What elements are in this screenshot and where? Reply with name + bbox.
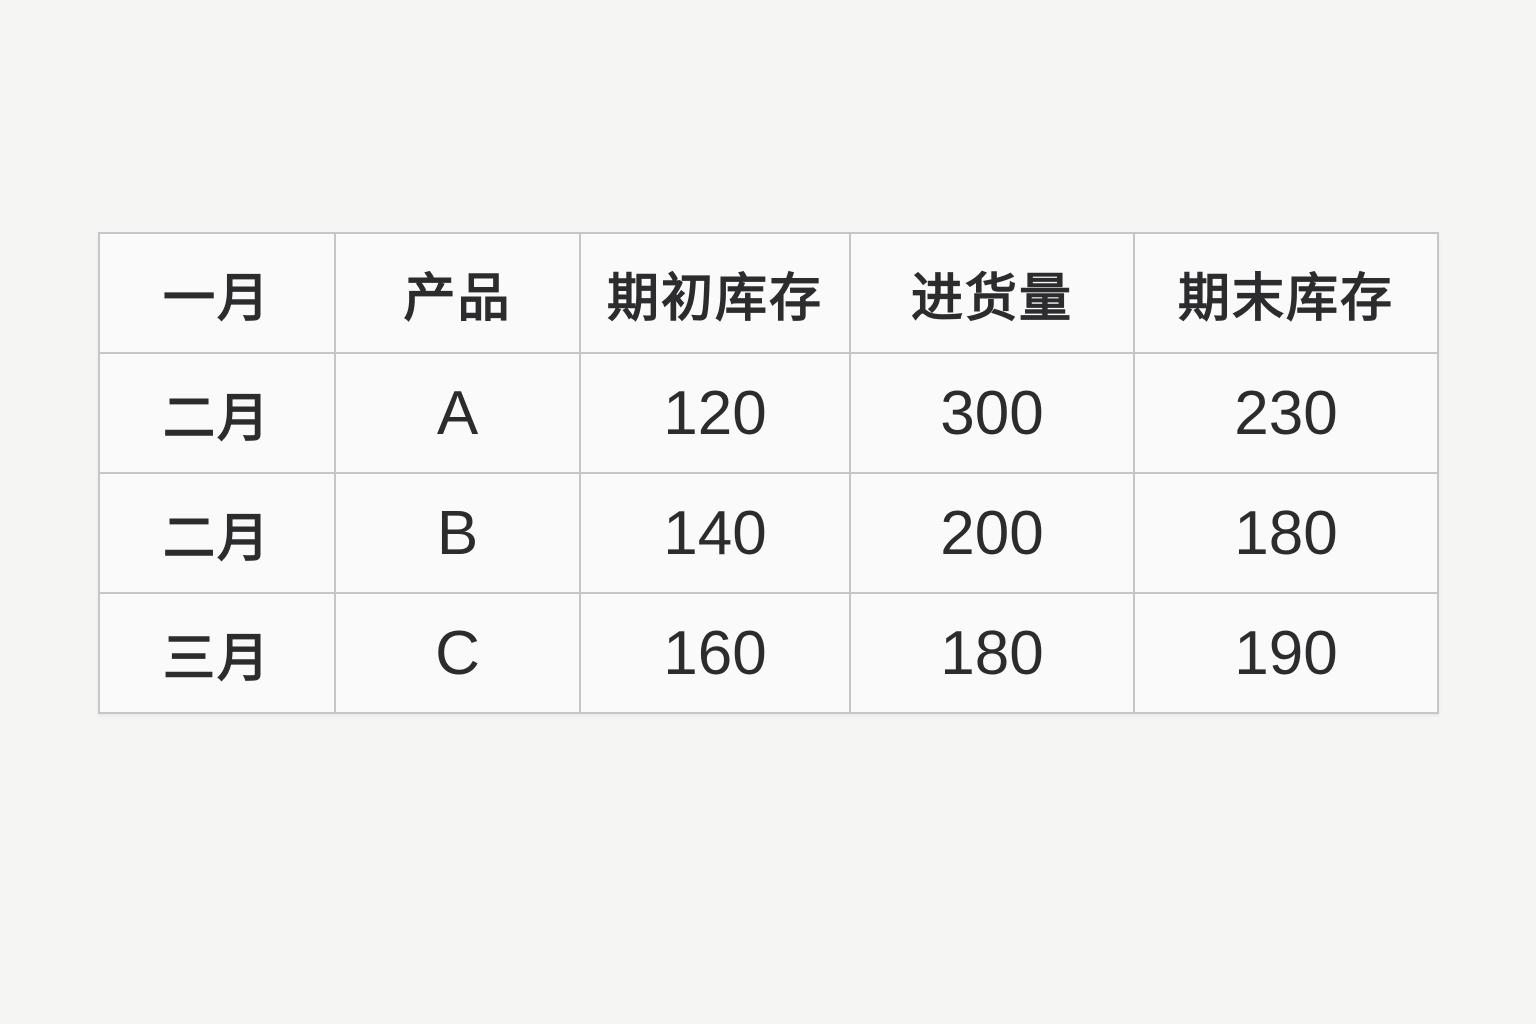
table-header-row: 一月 产品 期初库存 进货量 期末库存 xyxy=(98,232,1439,354)
table-row: 三月 C 160 180 190 xyxy=(98,592,1439,714)
cell-purchase-qty: 200 xyxy=(849,472,1135,594)
cell-product: B xyxy=(334,472,581,594)
table-row: 二月 A 120 300 230 xyxy=(98,352,1439,474)
header-cell-purchase-qty: 进货量 xyxy=(849,232,1135,354)
cell-purchase-qty: 300 xyxy=(849,352,1135,474)
table-row: 二月 B 140 200 180 xyxy=(98,472,1439,594)
cell-product: C xyxy=(334,592,581,714)
cell-closing-stock: 180 xyxy=(1133,472,1439,594)
cell-opening-stock: 140 xyxy=(579,472,851,594)
cell-product: A xyxy=(334,352,581,474)
inventory-table-container: 一月 产品 期初库存 进货量 期末库存 二月 A 120 300 230 二月 … xyxy=(98,232,1439,714)
header-cell-month: 一月 xyxy=(98,232,336,354)
cell-month: 三月 xyxy=(98,592,336,714)
cell-purchase-qty: 180 xyxy=(849,592,1135,714)
cell-closing-stock: 190 xyxy=(1133,592,1439,714)
cell-opening-stock: 120 xyxy=(579,352,851,474)
cell-month: 二月 xyxy=(98,352,336,474)
header-cell-product: 产品 xyxy=(334,232,581,354)
cell-month: 二月 xyxy=(98,472,336,594)
header-cell-opening-stock: 期初库存 xyxy=(579,232,851,354)
cell-closing-stock: 230 xyxy=(1133,352,1439,474)
cell-opening-stock: 160 xyxy=(579,592,851,714)
header-cell-closing-stock: 期末库存 xyxy=(1133,232,1439,354)
inventory-table: 一月 产品 期初库存 进货量 期末库存 二月 A 120 300 230 二月 … xyxy=(98,232,1439,714)
